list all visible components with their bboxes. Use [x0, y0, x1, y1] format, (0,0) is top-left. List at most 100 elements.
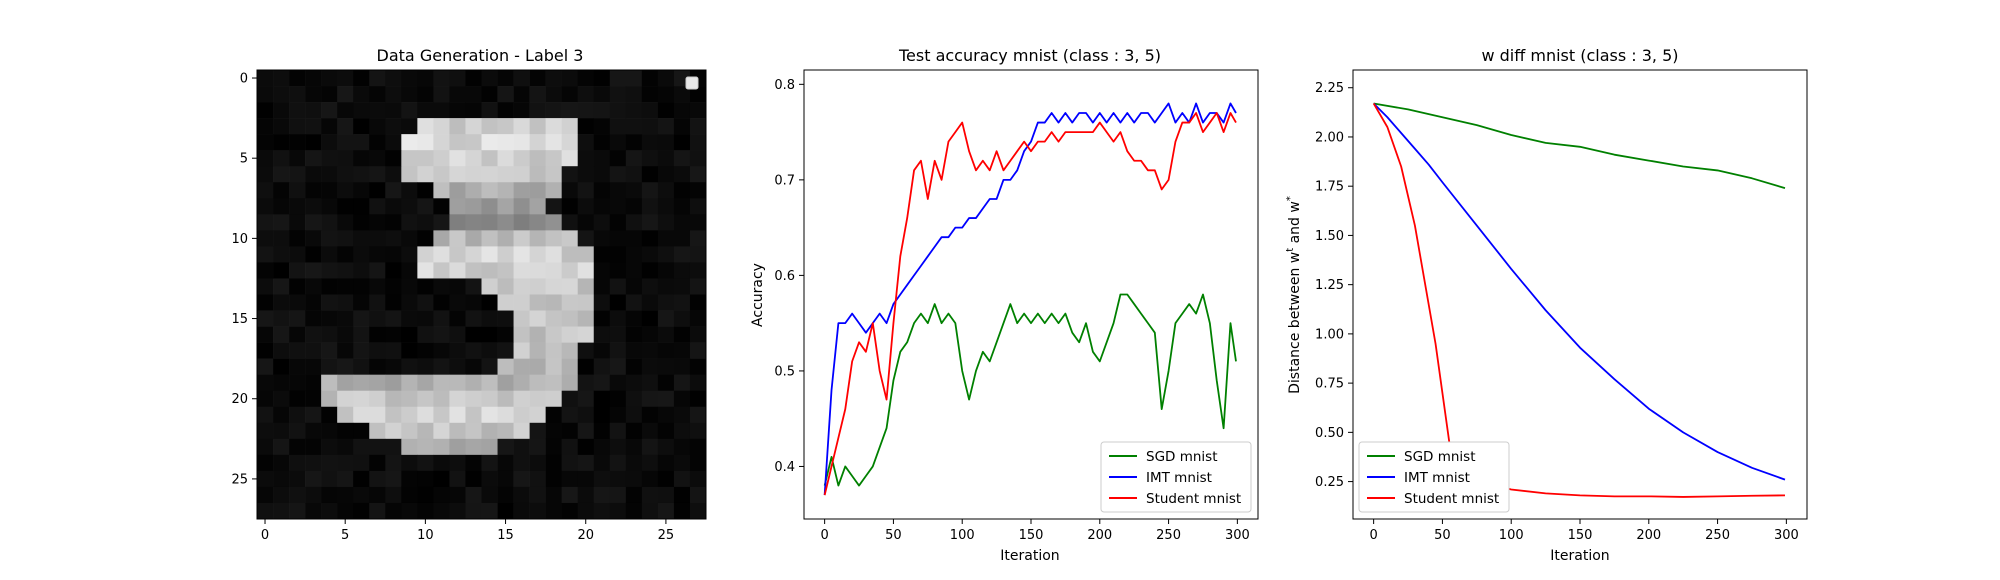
- heatmap-cell: [481, 374, 498, 392]
- heatmap-cell: [513, 358, 530, 375]
- heatmap-cell: [689, 246, 707, 263]
- heatmap-cell: [609, 134, 627, 151]
- heatmap-cell: [401, 502, 418, 520]
- heatmap-cell: [401, 246, 418, 263]
- heatmap-cell: [401, 134, 418, 151]
- heatmap-cell: [545, 374, 562, 392]
- heatmap-cell: [257, 118, 274, 135]
- heatmap-cell: [289, 454, 306, 472]
- heatmap-cell: [369, 134, 386, 151]
- heatmap-cell: [401, 198, 418, 215]
- heatmap-cell: [257, 70, 274, 87]
- accuracy-ylabel: Accuracy: [750, 263, 766, 327]
- heatmap-cell: [369, 486, 386, 504]
- heatmap-cell: [641, 166, 659, 183]
- heatmap-cell: [433, 294, 450, 311]
- heatmap-cell: [529, 438, 546, 456]
- heatmap-cell: [305, 86, 322, 103]
- heatmap-cell: [353, 102, 370, 119]
- heatmap-cell: [593, 502, 611, 520]
- heatmap-cell: [641, 310, 659, 327]
- heatmap-cell: [673, 374, 691, 392]
- accuracy-xtick-label: 250: [1156, 528, 1181, 543]
- heatmap-cell: [689, 230, 707, 247]
- heatmap-cell: [449, 486, 466, 504]
- heatmap-cell: [657, 454, 675, 472]
- heatmap-cell: [577, 150, 595, 167]
- heatmap-cell: [369, 166, 386, 183]
- heatmap-cell: [545, 262, 562, 279]
- heatmap-cell: [449, 150, 466, 167]
- heatmap-cell: [449, 230, 466, 247]
- heatmap-cell: [481, 358, 498, 375]
- heatmap-cell: [561, 150, 579, 167]
- heatmap-cell: [561, 182, 579, 199]
- heatmap-cell: [449, 326, 466, 343]
- heatmap-cell: [497, 198, 514, 215]
- heatmap-cell: [321, 214, 338, 231]
- heatmap-cell: [513, 246, 530, 263]
- heatmap-cell: [289, 262, 306, 279]
- heatmap-cell: [369, 502, 386, 520]
- heatmap-cell: [465, 342, 482, 359]
- heatmap-cell: [337, 102, 354, 119]
- heatmap-cell: [433, 70, 450, 87]
- heatmap-cell: [609, 150, 627, 167]
- heatmap-cell: [529, 214, 546, 231]
- heatmap-cell: [273, 278, 290, 295]
- heatmap-cell: [545, 406, 562, 424]
- heatmap-cell: [593, 278, 611, 295]
- heatmap-cell: [641, 326, 659, 343]
- heatmap-cell: [609, 294, 627, 311]
- wdiff-line-sgd: [1373, 102, 1786, 190]
- heatmap-cell: [289, 102, 306, 119]
- heatmap-cell: [689, 358, 707, 375]
- heatmap-cell: [273, 150, 290, 167]
- wdiff-ticks: 0 50 100 150 200 250 300 0.25 0.50 0.75 1.00 1.25 1.…: [1315, 81, 1799, 543]
- heatmap-cell: [529, 278, 546, 295]
- heatmap-cell: [481, 390, 498, 408]
- accuracy-xtick-label: 300: [1225, 528, 1250, 543]
- heatmap-cell: [449, 438, 466, 456]
- heatmap-cell: [545, 118, 562, 135]
- heatmap-xtick-label: 10: [417, 528, 434, 543]
- heatmap-cell: [369, 358, 386, 375]
- heatmap-cell: [417, 198, 434, 215]
- heatmap-cell: [257, 214, 274, 231]
- heatmap-cell: [465, 310, 482, 327]
- heatmap-cell: [625, 182, 643, 199]
- heatmap-cell: [545, 134, 562, 151]
- heatmap-cell: [273, 326, 290, 343]
- heatmap-cell: [353, 294, 370, 311]
- heatmap-cell: [369, 230, 386, 247]
- heatmap-cell: [465, 470, 482, 488]
- heatmap-cell: [417, 374, 434, 392]
- heatmap-cell: [465, 486, 482, 504]
- heatmap-cell: [369, 198, 386, 215]
- heatmap-cell: [385, 230, 402, 247]
- heatmap-cell: [433, 278, 450, 295]
- heatmap-cell: [657, 86, 675, 103]
- heatmap-cell: [481, 262, 498, 279]
- accuracy-line-sgd: [823, 293, 1237, 487]
- heatmap-cell: [321, 278, 338, 295]
- heatmap-cell: [673, 358, 691, 375]
- heatmap-cell: [257, 342, 274, 359]
- heatmap-cell: [657, 102, 675, 119]
- heatmap-cell: [641, 230, 659, 247]
- heatmap-cell: [353, 118, 370, 135]
- heatmap-cell: [561, 310, 579, 327]
- heatmap-cell: [609, 502, 627, 520]
- heatmap-cell: [625, 326, 643, 343]
- heatmap-cell: [385, 470, 402, 488]
- heatmap-cell: [321, 166, 338, 183]
- heatmap-cell: [513, 166, 530, 183]
- heatmap-cell: [529, 374, 546, 392]
- heatmap-ytick-label: 25: [231, 472, 248, 487]
- accuracy-line-student: [823, 112, 1237, 496]
- heatmap-cell: [321, 70, 338, 87]
- heatmap-cell: [577, 214, 595, 231]
- heatmap-cell: [337, 118, 354, 135]
- heatmap-cell: [257, 246, 274, 263]
- heatmap-cell: [513, 406, 530, 424]
